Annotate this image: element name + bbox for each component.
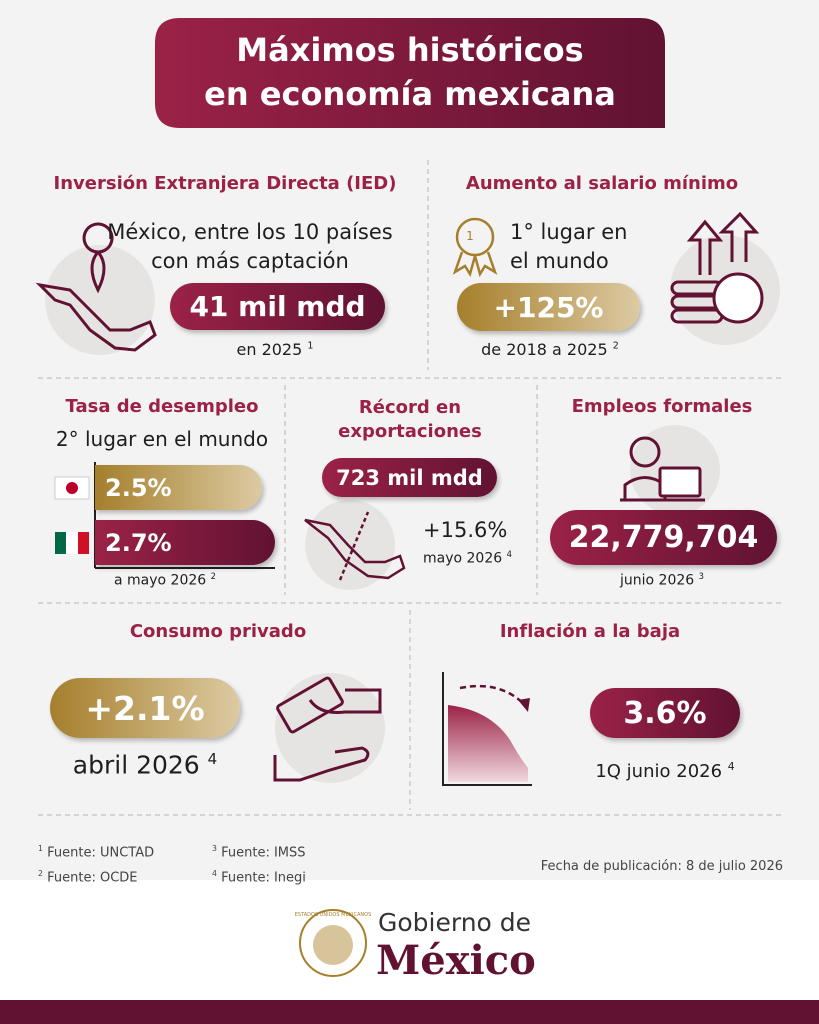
footer-bar (0, 1000, 819, 1024)
footnote-ref: 4 (506, 549, 512, 559)
source-ref: 2 (38, 869, 43, 879)
title-line: en economía mexicana (204, 75, 616, 113)
note: mayo 2026 4 (423, 549, 512, 567)
value-badge: +2.1% (50, 678, 240, 738)
source: 4 Fuente: Inegi (212, 863, 306, 888)
sources-left: 1 Fuente: UNCTAD 2 Fuente: OCDE (38, 838, 154, 889)
dividers (38, 160, 783, 816)
rate-bar: 2.5% (95, 465, 262, 510)
source-text: Fuente: IMSS (221, 845, 306, 861)
value-badge: +125% (457, 283, 640, 331)
footnote-ref: 2 (612, 340, 619, 352)
icon-inflation-chart (442, 672, 532, 786)
title: Máximos históricos en economía mexicana (204, 28, 616, 116)
note-text: de 2018 a 2025 (481, 340, 608, 359)
section-heading: Récord en exportaciones (338, 396, 482, 444)
note-text: junio 2026 (620, 572, 695, 589)
seal-text: ESTADOS UNIDOS MEXICANOS (294, 912, 372, 918)
text-line: con más captación (151, 249, 349, 273)
sources-right: 3 Fuente: IMSS 4 Fuente: Inegi (212, 838, 306, 889)
section-heading: Consumo privado (129, 621, 307, 642)
note-text: a mayo 2026 (114, 572, 207, 589)
icon-export-map (304, 500, 406, 590)
icon-hands-money (273, 673, 385, 783)
heading-line: Récord en (358, 397, 462, 418)
footnote-ref: 4 (727, 760, 735, 773)
source: 1 Fuente: UNCTAD (38, 838, 154, 863)
gov-line2: México (376, 937, 536, 984)
icon-coins (670, 211, 780, 345)
value-badge: 41 mil mdd (170, 283, 385, 330)
value-badge: 22,779,704 (550, 510, 777, 565)
seal (299, 909, 367, 977)
section-heading: Inflación a la baja (499, 621, 681, 642)
title-banner (155, 18, 665, 128)
publication-date: Fecha de publicación: 8 de julio 2026 (540, 859, 783, 874)
note: en 2025 1 (237, 340, 314, 359)
source: 2 Fuente: OCDE (38, 863, 154, 888)
text-line: el mundo (510, 249, 609, 273)
source-ref: 1 (38, 844, 43, 853)
section-heading: Inversión Extranjera Directa (IED) (53, 173, 397, 194)
section-text: 2° lugar en el mundo (55, 427, 269, 451)
note-text: abril 2026 (72, 750, 200, 780)
section-heading: Aumento al salario mínimo (465, 173, 739, 194)
medal-number: 1 (466, 229, 474, 243)
section-heading: Tasa de desempleo (65, 396, 259, 417)
rate-bar: 2.7% (95, 520, 275, 565)
footnote-ref: 2 (210, 571, 216, 581)
source-ref: 3 (212, 844, 217, 853)
text-line: 1° lugar en (510, 220, 628, 244)
note: junio 2026 3 (620, 571, 704, 589)
note: 1Q junio 2026 4 (595, 760, 734, 782)
note: a mayo 2026 2 (114, 571, 216, 589)
icon-mexico-pin (35, 222, 157, 355)
footnote-ref: 4 (207, 750, 218, 768)
icon-medal (452, 217, 498, 278)
section-text: 1° lugar en el mundo (510, 218, 627, 276)
source-text: Fuente: Inegi (221, 870, 306, 886)
gov-line1: Gobierno de (378, 908, 532, 937)
footer-bg (0, 880, 819, 1000)
title-line: Máximos históricos (236, 31, 584, 69)
note-text: mayo 2026 (423, 550, 503, 567)
footnote-ref: 1 (307, 340, 314, 352)
note-text: 1Q junio 2026 (595, 761, 723, 782)
growth-value: +15.6% (423, 518, 508, 542)
text-line: México, entre los 10 países (107, 220, 393, 244)
source-ref: 4 (212, 869, 217, 879)
note-text: en 2025 (236, 340, 303, 359)
footnote-ref: 3 (698, 571, 704, 581)
section-text: México, entre los 10 países con más capta… (107, 218, 392, 276)
icon-worker (620, 425, 720, 515)
source: 3 Fuente: IMSS (212, 838, 306, 863)
value-badge: 3.6% (590, 688, 740, 738)
source-text: Fuente: UNCTAD (47, 845, 155, 861)
heading-line: exportaciones (338, 421, 482, 442)
section-heading: Empleos formales (571, 396, 753, 417)
value-badge: 723 mil mdd (322, 458, 497, 497)
note: abril 2026 4 (73, 750, 217, 779)
note: de 2018 a 2025 2 (481, 340, 619, 359)
source-text: Fuente: OCDE (47, 870, 138, 886)
